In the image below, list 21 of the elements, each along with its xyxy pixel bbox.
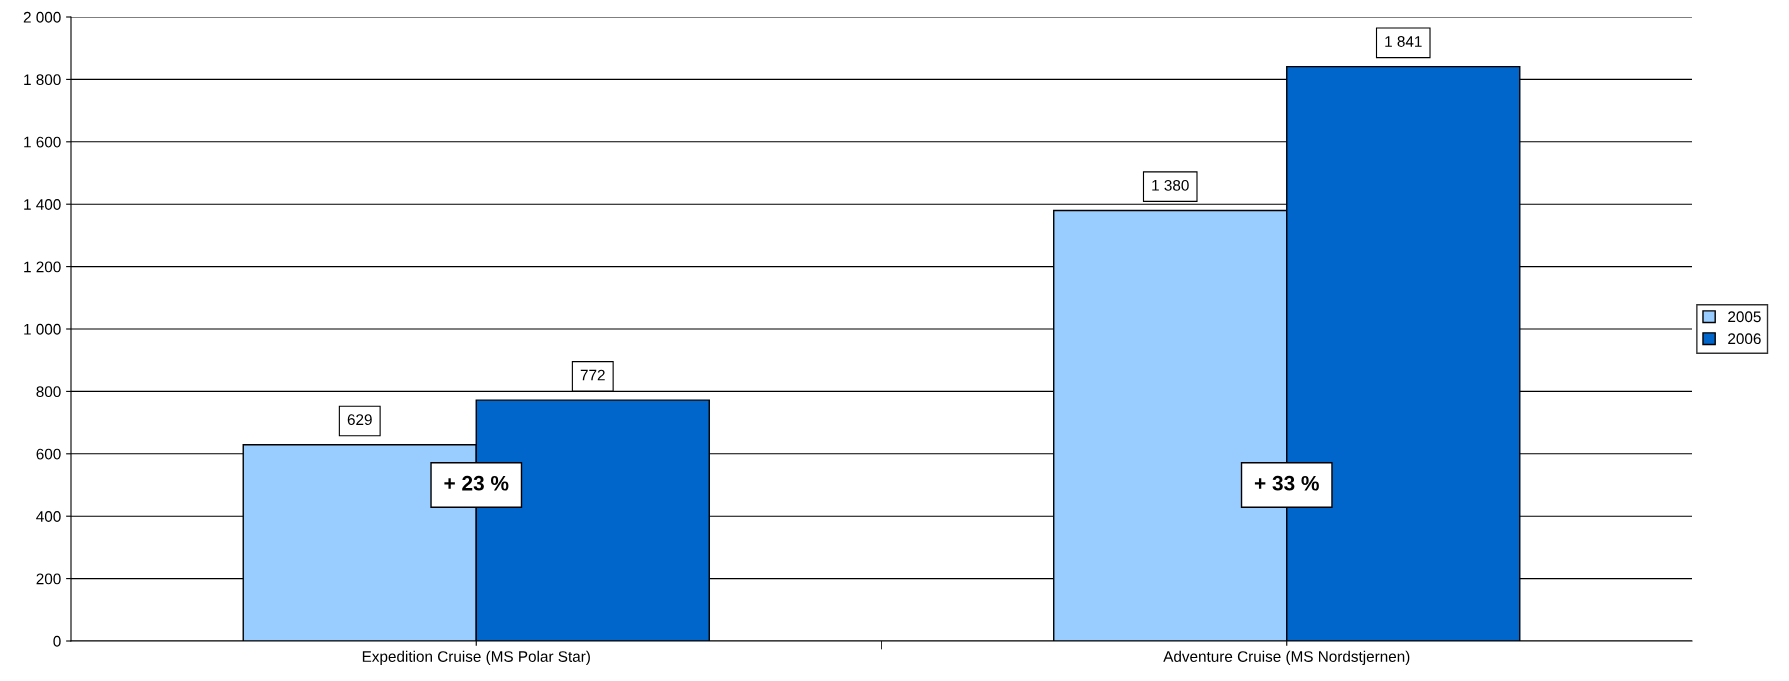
annotation: + 33 % [1254,475,1319,491]
y-tick-label: 200 [36,573,61,585]
x-tick-label: Adventure Cruise (MS Nordstjernen) [1163,650,1410,665]
y-tick-label: 1 200 [24,261,61,273]
y-tick-label: 0 [53,635,61,647]
x-tick-label: Expedition Cruise (MS Polar Star) [362,650,590,665]
text: 1 841 [1385,36,1422,47]
y-tick-label: 600 [36,448,61,460]
y-tick-label: 1 800 [24,74,61,86]
y-tick-label: 400 [36,511,61,522]
y-tick-label: 800 [36,386,61,398]
legend-label: 2005 [1728,311,1761,323]
legend-label: 2006 [1728,333,1761,345]
text: 772 [580,369,605,381]
y-tick-label: 1 400 [24,199,61,210]
text: 1 380 [1152,179,1189,191]
y-tick-label: 1 600 [24,136,61,148]
text: 629 [347,414,372,426]
y-tick-label: 2 000 [23,11,61,23]
y-tick-label: 1 000 [24,323,61,335]
annotation: + 23 % [444,475,509,491]
